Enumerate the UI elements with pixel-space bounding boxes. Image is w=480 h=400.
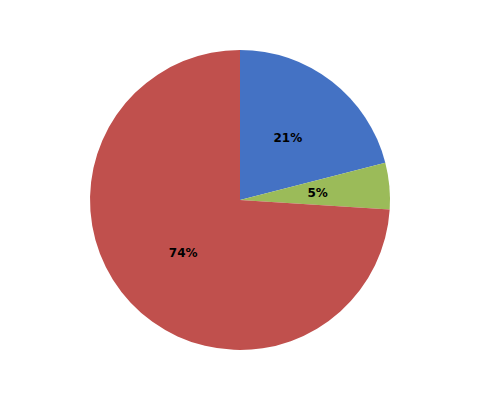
svg-text:74%: 74%: [169, 246, 198, 260]
svg-text:21%: 21%: [273, 131, 302, 145]
svg-text:5%: 5%: [307, 186, 327, 200]
